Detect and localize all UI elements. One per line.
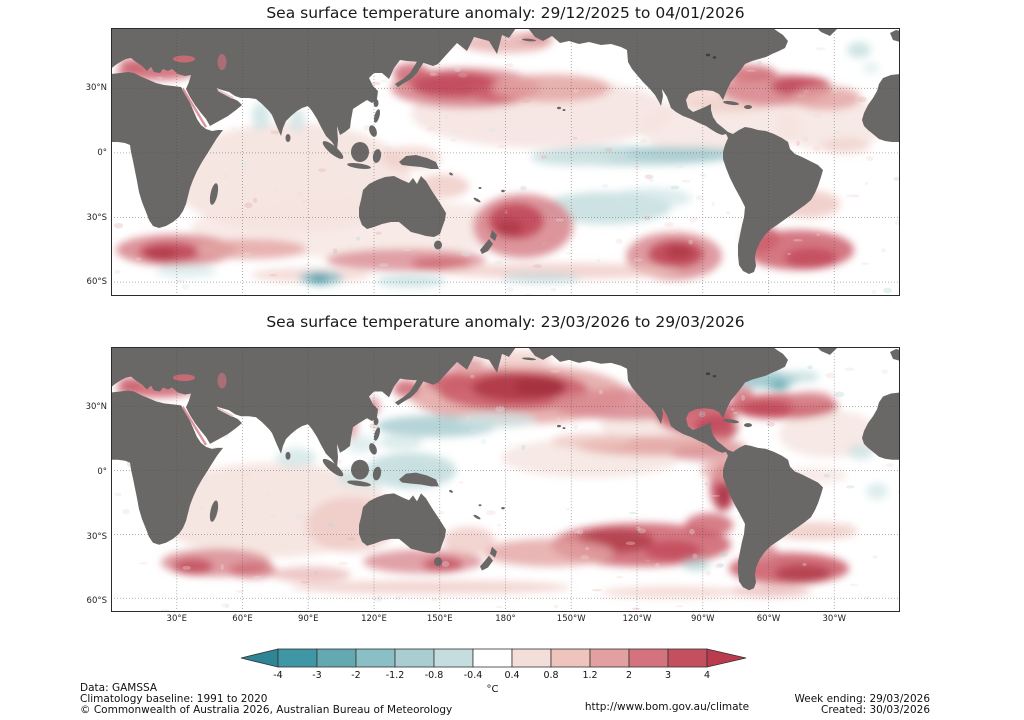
colorbar-segment <box>667 648 708 668</box>
footer-week-ending: Week ending: 29/03/2026 <box>794 693 930 705</box>
lon-tick-label: 180° <box>495 614 516 624</box>
colorbar-tick-label: 0.4 <box>504 670 520 681</box>
colorbar-tick-label: 1.2 <box>582 670 598 681</box>
graticule <box>111 347 900 612</box>
colorbar-segment <box>589 648 630 668</box>
map-top-title: Sea surface temperature anomaly: 29/12/2… <box>266 4 745 22</box>
colorbar-segment <box>277 648 318 668</box>
landmasses <box>111 347 900 591</box>
map-top-canvas <box>111 28 900 300</box>
colorbar-tick-labels: -4 -3 -2 -1.2 -0.8 -0.4 0.4 0.8 1.2 2 3 4 <box>240 670 747 682</box>
map-bottom-canvas <box>111 347 900 616</box>
lat-tick-label: 0° <box>97 466 107 477</box>
colorbar-tick-label: -0.8 <box>424 670 444 681</box>
map-bottom-title: Sea surface temperature anomaly: 23/03/2… <box>266 313 745 331</box>
lat-tick-label: 30°N <box>85 83 107 94</box>
colorbar-arrow-right <box>706 648 747 668</box>
colorbar-tick-label: -4 <box>273 670 283 681</box>
lon-tick-label: 90°W <box>691 614 715 624</box>
footer-data-source: Data: GAMSSA <box>80 682 158 694</box>
anomaly-field <box>116 350 888 599</box>
inland-seas <box>173 372 717 446</box>
colorbar-segment <box>433 648 474 668</box>
lon-tick-label: 150°E <box>426 614 453 624</box>
anomaly-field <box>116 32 886 287</box>
lon-tick-label: 120°E <box>361 614 387 624</box>
colorbar-tick-label: -3 <box>312 670 322 681</box>
colorbar-segment <box>394 648 435 668</box>
lat-tick-label: 30°S <box>86 531 107 542</box>
graticule <box>111 28 900 296</box>
map-svg-1 <box>111 347 900 612</box>
colorbar-tick-label: 2 <box>625 670 633 681</box>
lat-tick-label: 30°S <box>86 212 107 223</box>
lon-tick-label: 150°W <box>556 614 586 624</box>
lon-axis: 30°E 60°E 90°E 120°E 150°E 180° 150°W 120°W 90°W… <box>111 614 900 628</box>
map-bottom-lat-axis: 30°N 0° 30°S 60°S <box>63 347 107 612</box>
colorbar-tick-label: 0.8 <box>543 670 559 681</box>
lon-tick-label: 60°W <box>756 614 781 624</box>
colorbar-tick-label: -2 <box>351 670 361 681</box>
colorbar-unit-label: °C <box>486 684 499 695</box>
footer-copyright: © Commonwealth of Australia 2026, Austra… <box>80 704 453 716</box>
colorbar-svg <box>240 648 747 668</box>
colorbar-arrow-left <box>240 648 279 668</box>
map-frame <box>111 28 900 296</box>
lat-tick-label: 0° <box>97 147 107 158</box>
colorbar-tick-label: 3 <box>664 670 672 681</box>
map-layers <box>111 28 900 296</box>
lat-tick-label: 60°S <box>86 277 107 288</box>
lon-tick-label: 30°W <box>822 614 846 624</box>
inland-seas <box>173 53 717 128</box>
footer-url: http://www.bom.gov.au/climate <box>584 701 750 713</box>
colorbar-segment <box>628 648 669 668</box>
colorbar-segment <box>355 648 396 668</box>
lon-tick-label: 60°E <box>232 614 253 624</box>
lon-tick-label: 30°E <box>166 614 187 624</box>
colorbar-tick-label: 4 <box>703 670 711 681</box>
map-svg-0 <box>111 28 900 296</box>
lon-tick-label: 90°E <box>298 614 319 624</box>
map-layers <box>111 347 900 612</box>
colorbar-segment <box>550 648 591 668</box>
footer-created: Created: 30/03/2026 <box>821 704 930 716</box>
colorbar-tick-label: -1.2 <box>385 670 405 681</box>
lat-tick-label: 30°N <box>85 402 107 413</box>
map-top-lat-axis: 30°N 0° 30°S 60°S <box>63 28 107 296</box>
colorbar-segment <box>472 648 513 668</box>
colorbar <box>240 648 747 668</box>
colorbar-segment <box>511 648 552 668</box>
map-frame <box>111 347 900 612</box>
colorbar-tick-label: -0.4 <box>463 670 483 681</box>
colorbar-segment <box>316 648 357 668</box>
lon-tick-label: 120°W <box>622 614 652 624</box>
footer-baseline: Climatology baseline: 1991 to 2020 <box>80 693 268 705</box>
lat-tick-label: 60°S <box>86 596 107 607</box>
landmasses <box>111 28 900 274</box>
